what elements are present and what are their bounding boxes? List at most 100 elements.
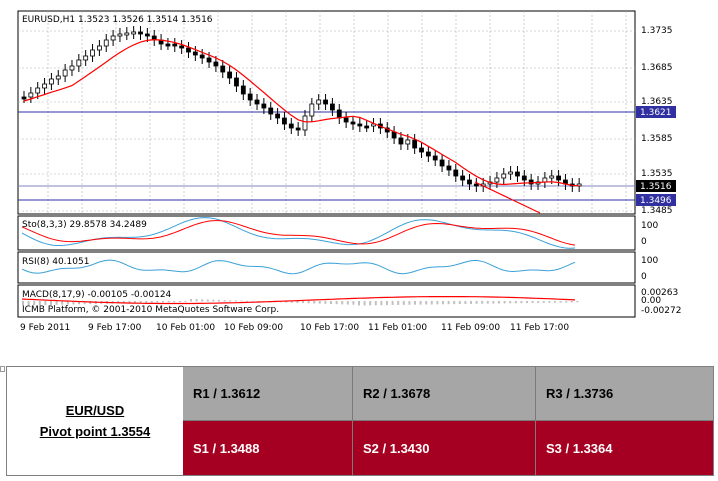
macd-bar [33, 301, 36, 306]
candle-body [412, 139, 418, 149]
time-label: 11 Feb 01:00 [368, 323, 427, 333]
r1-cell: R1 / 1.3612 [183, 367, 353, 421]
macd-bar [307, 301, 310, 304]
s3-cell: S3 / 1.3364 [536, 421, 713, 475]
candle-body [419, 147, 424, 153]
rsi-label: RSI(8) 40.1051 [22, 257, 89, 267]
macd-bar [251, 300, 254, 302]
macd-bar [341, 301, 344, 305]
candle-body [439, 159, 445, 167]
candle-body [528, 179, 534, 185]
macd-bar [492, 301, 495, 304]
candle-body [432, 155, 438, 161]
candle-body [556, 175, 561, 181]
r2-cell: R2 / 1.3678 [353, 367, 536, 421]
macd-bar [397, 301, 400, 305]
candle-body [144, 33, 150, 37]
candle-body [28, 92, 34, 98]
macd-bar [173, 301, 176, 303]
table-anchor-marker [0, 366, 5, 372]
candle-body [76, 59, 82, 67]
macd-bar [66, 301, 69, 305]
candle-body [343, 117, 349, 123]
macd-bar [442, 301, 444, 305]
macd-bar [374, 301, 377, 306]
macd-bar [526, 301, 528, 304]
sto-tick: 100 [641, 221, 658, 231]
candle-body [138, 31, 143, 35]
pivot-symbol-cell: EUR/USD Pivot point 1.3554 [7, 367, 183, 475]
candle-body [508, 171, 514, 175]
macd-bar [380, 301, 383, 306]
macd-bar [554, 301, 556, 303]
rsi-tick: 0 [641, 272, 647, 282]
macd-bar [38, 301, 41, 306]
pivot-point-link[interactable]: Pivot point 1.3554 [39, 424, 151, 439]
candle-body [336, 109, 342, 119]
macd-bar [313, 301, 316, 304]
macd-tick: 0.00263 [641, 288, 678, 298]
macd-bar [27, 301, 30, 306]
candlestick-series [21, 26, 582, 192]
macd-bar [414, 301, 416, 305]
macd-bar [542, 301, 545, 303]
candle-body [179, 45, 185, 49]
candle-body [42, 83, 47, 89]
candle-body [309, 103, 315, 117]
time-label: 10 Feb 09:00 [224, 323, 283, 333]
s1-cell: S1 / 1.3488 [183, 421, 353, 475]
macd-bar [122, 301, 125, 304]
macd-bar [548, 301, 551, 303]
candle-body [110, 35, 116, 41]
macd-bar [223, 300, 226, 302]
price-chart[interactable]: EURUSD,H1 1.3523 1.3526 1.3514 1.3516 1.… [0, 0, 718, 340]
macd-bar [430, 301, 433, 305]
macd-bar [447, 301, 450, 305]
macd-bar [195, 299, 198, 302]
candle-body [192, 51, 198, 56]
macd-bar [436, 301, 439, 305]
candle-body [240, 85, 246, 95]
s2-cell: S2 / 1.3430 [353, 421, 536, 475]
macd-bar [408, 301, 411, 305]
chart-header: EURUSD,H1 1.3523 1.3526 1.3514 1.3516 [22, 15, 213, 25]
candle-body [473, 183, 479, 187]
candle-body [62, 69, 68, 77]
candle-body [515, 171, 520, 177]
stochastic-panel [17, 215, 636, 251]
macd-histogram [22, 299, 579, 306]
candle-body [364, 125, 370, 129]
macd-bar [178, 301, 181, 303]
macd-tick: 0.00 [641, 296, 661, 306]
sto-tick: 0 [641, 237, 647, 247]
macd-bar [324, 301, 327, 304]
price-tick: 1.3635 [641, 97, 673, 107]
time-label: 9 Feb 17:00 [88, 323, 142, 333]
resistance-price-label: 1.3621 [640, 108, 672, 118]
macd-bar [520, 301, 523, 304]
candle-body [302, 115, 308, 131]
macd-bar [240, 300, 243, 302]
candle-body [172, 43, 178, 47]
macd-bar [55, 301, 58, 305]
rsi-tick: 100 [641, 256, 658, 266]
macd-bar [369, 301, 372, 306]
macd-bar [156, 301, 159, 303]
macd-bar [234, 300, 237, 302]
symbol-link[interactable]: EUR/USD [65, 403, 125, 418]
candle-body [117, 33, 123, 37]
macd-bar [167, 301, 170, 303]
candle-body [220, 65, 226, 73]
resistance-price-box [636, 106, 676, 118]
rsi-line [21, 259, 576, 275]
macd-bar [470, 301, 472, 304]
candle-body [350, 121, 356, 125]
macd-bar [201, 299, 204, 302]
macd-bar [184, 301, 187, 303]
macd-bar [346, 301, 349, 305]
macd-bar [128, 301, 131, 304]
macd-bar [229, 300, 232, 302]
candle-body [49, 78, 54, 85]
macd-bar [576, 301, 579, 303]
time-label: 10 Feb 17:00 [300, 323, 359, 333]
